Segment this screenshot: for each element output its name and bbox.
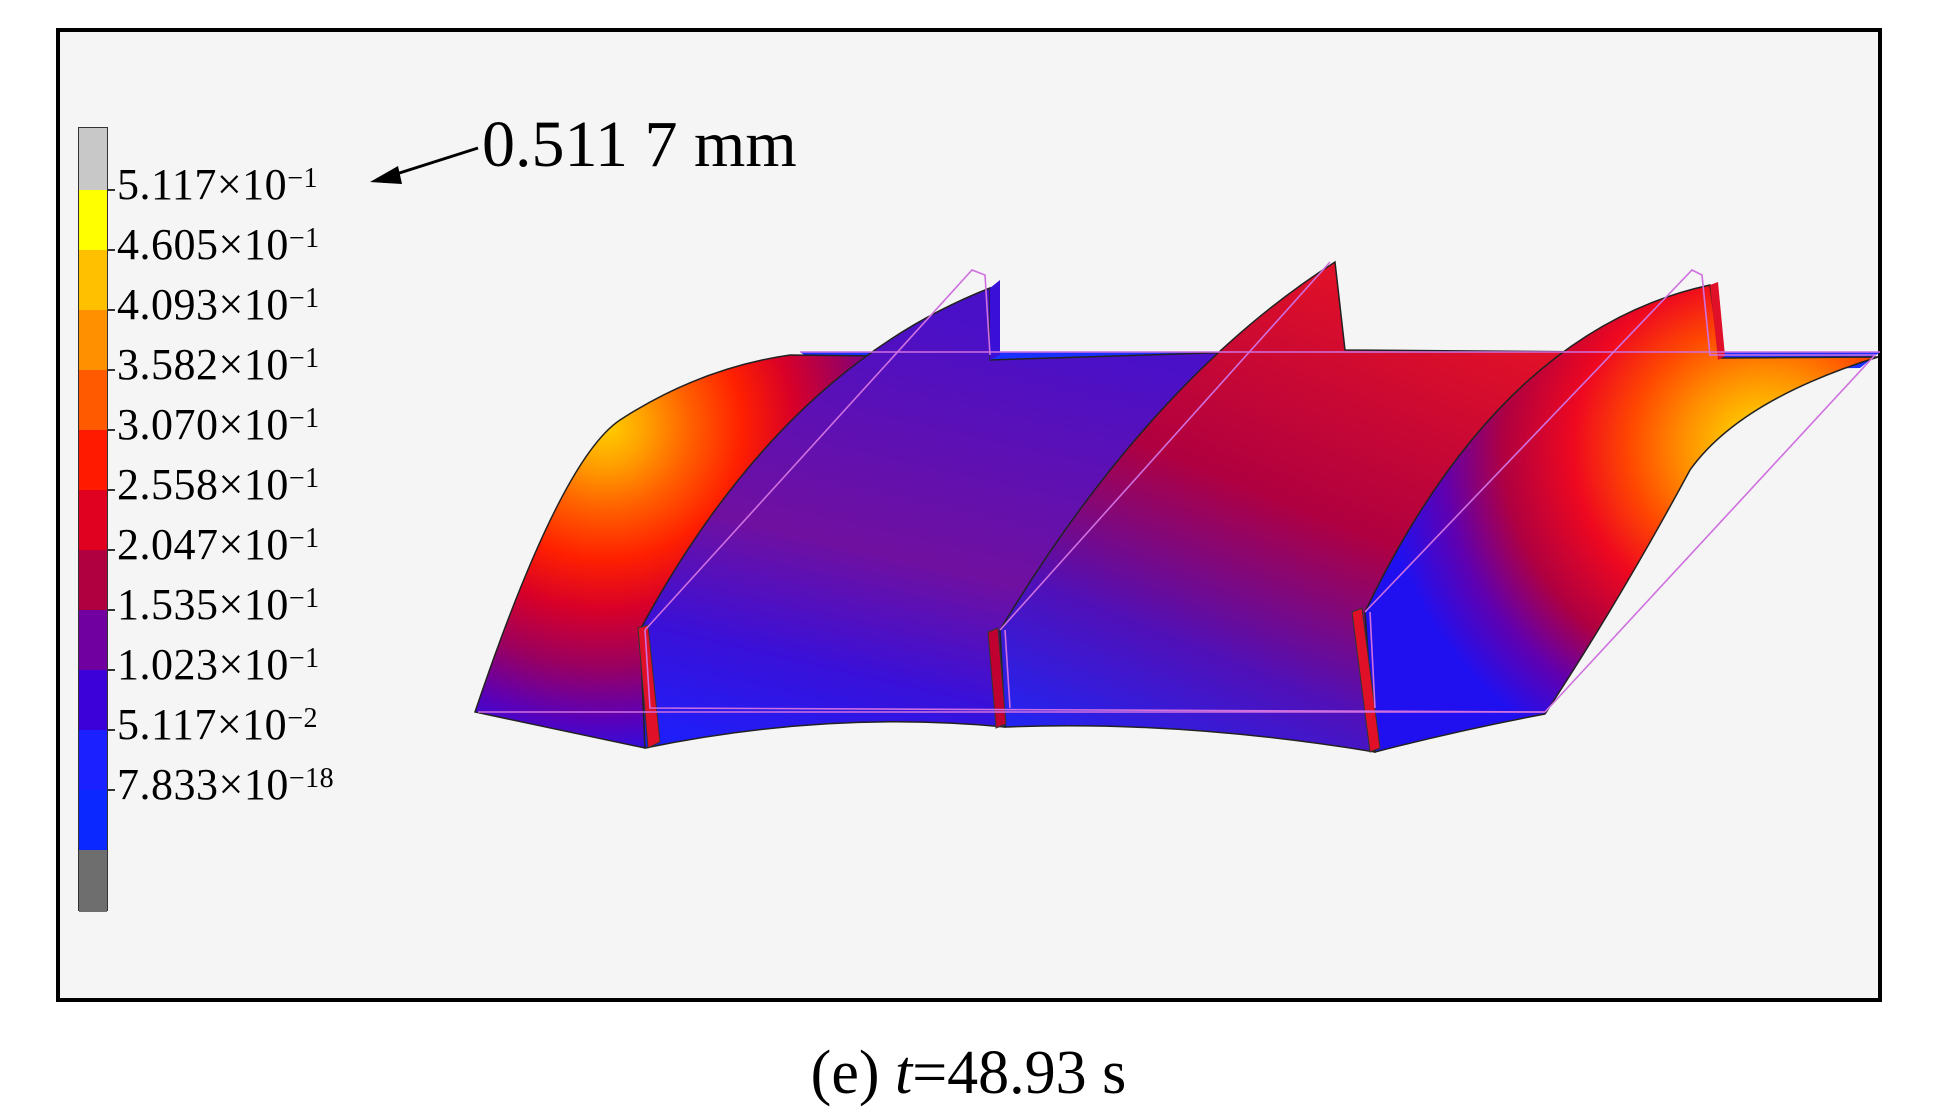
- caption-prefix: (e): [810, 1039, 895, 1107]
- legend-tick: [108, 489, 115, 491]
- caption-value: =48.93 s: [912, 1039, 1127, 1107]
- legend-swatch: [79, 370, 107, 431]
- legend-swatch: [79, 610, 107, 671]
- legend-tick: [108, 549, 115, 551]
- legend-label: 1.023×10−1: [117, 640, 320, 689]
- figure-caption: (e) t=48.93 s: [0, 1038, 1937, 1108]
- legend-swatch: [79, 310, 107, 371]
- stiffener-2: [987, 627, 1007, 729]
- panel-2: [639, 286, 1242, 749]
- legend-swatch-top: [79, 128, 107, 190]
- legend-tick: [108, 789, 115, 791]
- legend-swatch: [79, 550, 107, 611]
- legend-label: 7.833×10−18: [117, 760, 335, 809]
- stiffener-4: [990, 280, 1000, 360]
- legend-label: 3.582×10−1: [117, 340, 320, 389]
- caption-variable: t: [894, 1039, 913, 1107]
- legend-swatch-bottom: [79, 850, 107, 912]
- legend-tick: [108, 609, 115, 611]
- legend-swatch: [79, 730, 107, 791]
- legend-tick: [108, 249, 115, 251]
- max-deformation-annotation: 0.511 7 mm: [482, 108, 797, 181]
- legend-label: 4.605×10−1: [117, 220, 320, 269]
- max-arrow: [370, 146, 479, 184]
- undeformed-outline: [478, 261, 1880, 713]
- color-legend-bar: [78, 127, 108, 912]
- legend-swatch: [79, 190, 107, 251]
- stiffener-3: [1351, 607, 1381, 753]
- legend-swatch: [79, 670, 107, 731]
- legend-tick: [108, 309, 115, 311]
- legend-label: 1.535×10−1: [117, 580, 320, 629]
- legend-label: 4.093×10−1: [117, 280, 320, 329]
- legend-swatch: [79, 790, 107, 851]
- legend-tick: [108, 669, 115, 671]
- legend-swatch: [79, 250, 107, 311]
- legend-label: 2.047×10−1: [117, 520, 320, 569]
- legend-swatch: [79, 490, 107, 551]
- legend-tick: [108, 429, 115, 431]
- legend-tick: [108, 369, 115, 371]
- legend-label: 5.117×10−1: [117, 160, 318, 209]
- panel-4: [1364, 284, 1879, 753]
- legend-swatch: [79, 430, 107, 491]
- legend-label: 2.558×10−1: [117, 460, 320, 509]
- stiffener-5: [1710, 282, 1725, 360]
- legend-label: 3.070×10−1: [117, 400, 320, 449]
- panel-3: [999, 260, 1602, 753]
- legend-label: 5.117×10−2: [117, 700, 318, 749]
- legend-tick: [108, 729, 115, 731]
- legend-tick: [108, 189, 115, 191]
